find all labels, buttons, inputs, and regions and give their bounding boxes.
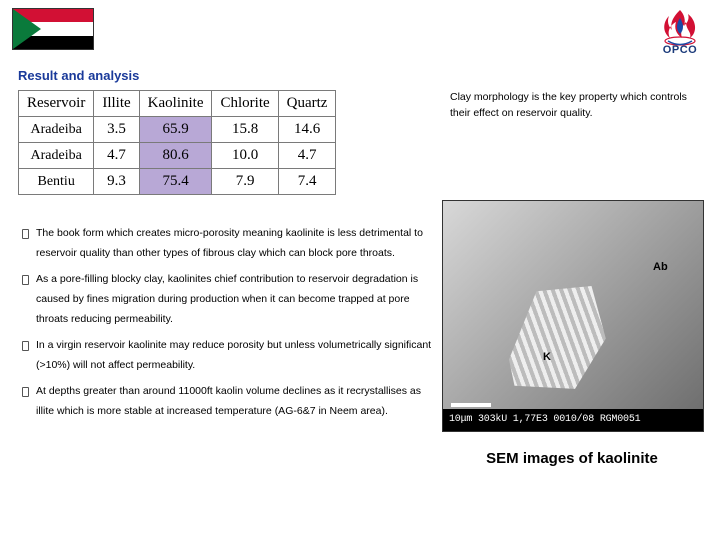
table-cell: 9.3	[94, 169, 139, 195]
section-title: Result and analysis	[18, 68, 139, 83]
sem-image: K Ab 10μm 303kU 1,77E3 0010/08 RGM0051	[442, 200, 704, 432]
sem-label-ab: Ab	[653, 261, 668, 273]
table-header: Kaolinite	[139, 91, 212, 117]
table-row: Aradeiba3.565.915.814.6	[19, 117, 336, 143]
kaolinite-crystal	[498, 286, 608, 391]
sem-info-bar: 10μm 303kU 1,77E3 0010/08 RGM0051	[443, 409, 703, 431]
table-cell: 15.8	[212, 117, 278, 143]
table-cell: 75.4	[139, 169, 212, 195]
bullet-item: As a pore-filling blocky clay, kaolinite…	[26, 270, 441, 330]
bullet-item: At depths greater than around 11000ft ka…	[26, 382, 441, 422]
table-cell: 65.9	[139, 117, 212, 143]
flame-icon	[658, 8, 702, 46]
flag-triangle	[13, 9, 41, 49]
table-cell: 3.5	[94, 117, 139, 143]
table-row: Bentiu9.375.47.97.4	[19, 169, 336, 195]
logo-text: OPCO	[658, 44, 702, 56]
bullet-item: The book form which creates micro-porosi…	[26, 224, 441, 264]
table-cell: 7.4	[278, 169, 336, 195]
table-cell: 7.9	[212, 169, 278, 195]
table-cell: Aradeiba	[19, 143, 94, 169]
table-row: Aradeiba4.780.610.04.7	[19, 143, 336, 169]
table-cell: 4.7	[278, 143, 336, 169]
sem-scale-bar	[451, 403, 491, 407]
bullet-list: The book form which creates micro-porosi…	[10, 224, 441, 427]
table-header: Chlorite	[212, 91, 278, 117]
table-cell: 80.6	[139, 143, 212, 169]
bullet-item: In a virgin reservoir kaolinite may redu…	[26, 336, 441, 376]
table-header: Reservoir	[19, 91, 94, 117]
sem-caption: SEM images of kaolinite	[442, 450, 702, 467]
intro-text: Clay morphology is the key property whic…	[450, 90, 700, 122]
opco-logo: OPCO	[658, 8, 702, 56]
table-cell: Aradeiba	[19, 117, 94, 143]
table-cell: 4.7	[94, 143, 139, 169]
sudan-flag	[12, 8, 94, 50]
clay-composition-table: ReservoirIlliteKaoliniteChloriteQuartz A…	[18, 90, 336, 195]
table-cell: 10.0	[212, 143, 278, 169]
table-header: Quartz	[278, 91, 336, 117]
table-cell: Bentiu	[19, 169, 94, 195]
table-cell: 14.6	[278, 117, 336, 143]
sem-label-k: K	[543, 351, 551, 363]
table-header: Illite	[94, 91, 139, 117]
